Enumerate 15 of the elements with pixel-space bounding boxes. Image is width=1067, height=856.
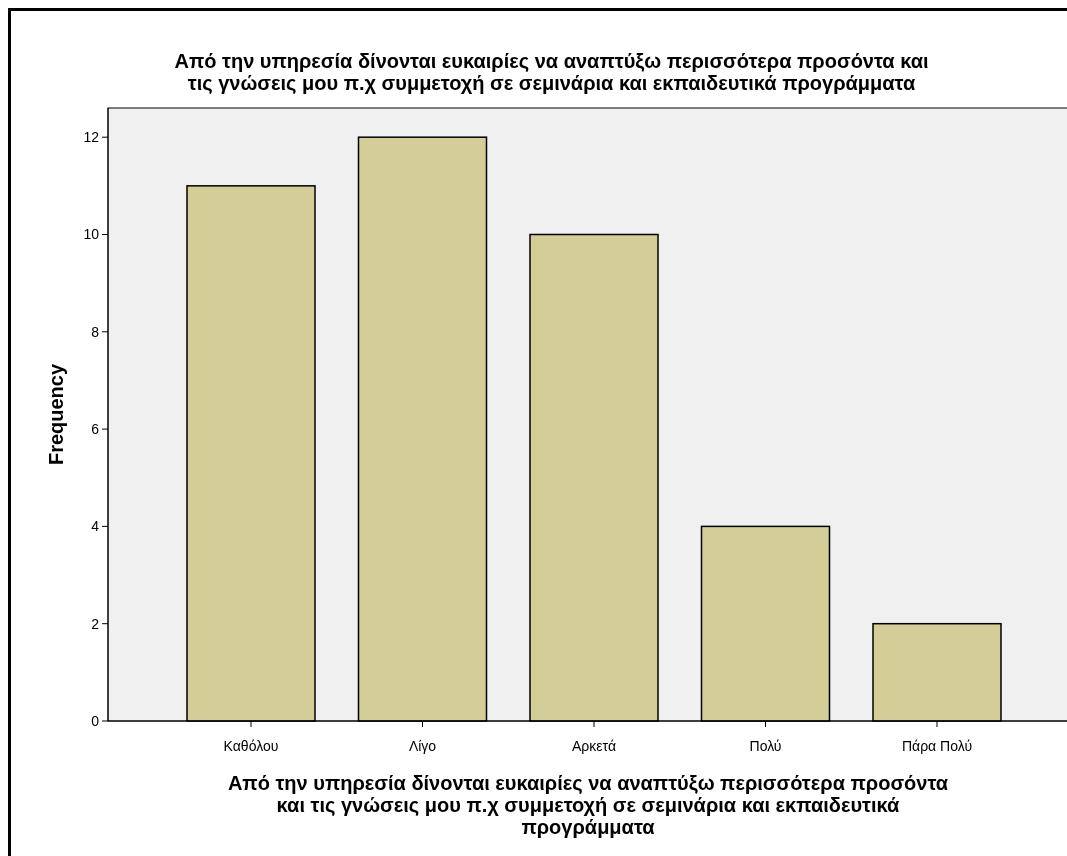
y-tick-label: 12: [83, 129, 100, 146]
x-tick-label: Πολύ: [749, 738, 782, 754]
x-axis-title: Από την υπηρεσία δίνονται ευκαιρίες να αναπτύξω περισσότερα προσόντα και τις γνώσεις μου π.χ συμμετοχή σε σεμινάρια και εκπαιδευτικά προγράμματα: [227, 772, 949, 838]
x-tick-label: Πάρα Πολύ: [901, 738, 973, 754]
y-tick-label: 10: [83, 226, 100, 243]
x-tick-label: Αρκετά: [572, 738, 616, 754]
y-tick-label: 8: [91, 323, 100, 340]
y-tick-label: 4: [91, 518, 100, 535]
y-tick-label: 0: [91, 712, 100, 729]
x-tick-label: Καθόλου: [223, 738, 279, 754]
x-tick-label: Λίγο: [408, 738, 437, 754]
y-tick-label: 2: [91, 615, 100, 632]
y-tick-label: 6: [91, 421, 100, 437]
y-axis-title: Frequency: [45, 363, 67, 466]
chart-title: Από την υπηρεσία δίνονται ευκαιρίες να αναπτύξω περισσότερα προσόντα και τις γνώσεις μου π.χ συμμετοχή σε σεμινάρια και εκπαιδευτικά προγράμματα: [174, 50, 929, 94]
